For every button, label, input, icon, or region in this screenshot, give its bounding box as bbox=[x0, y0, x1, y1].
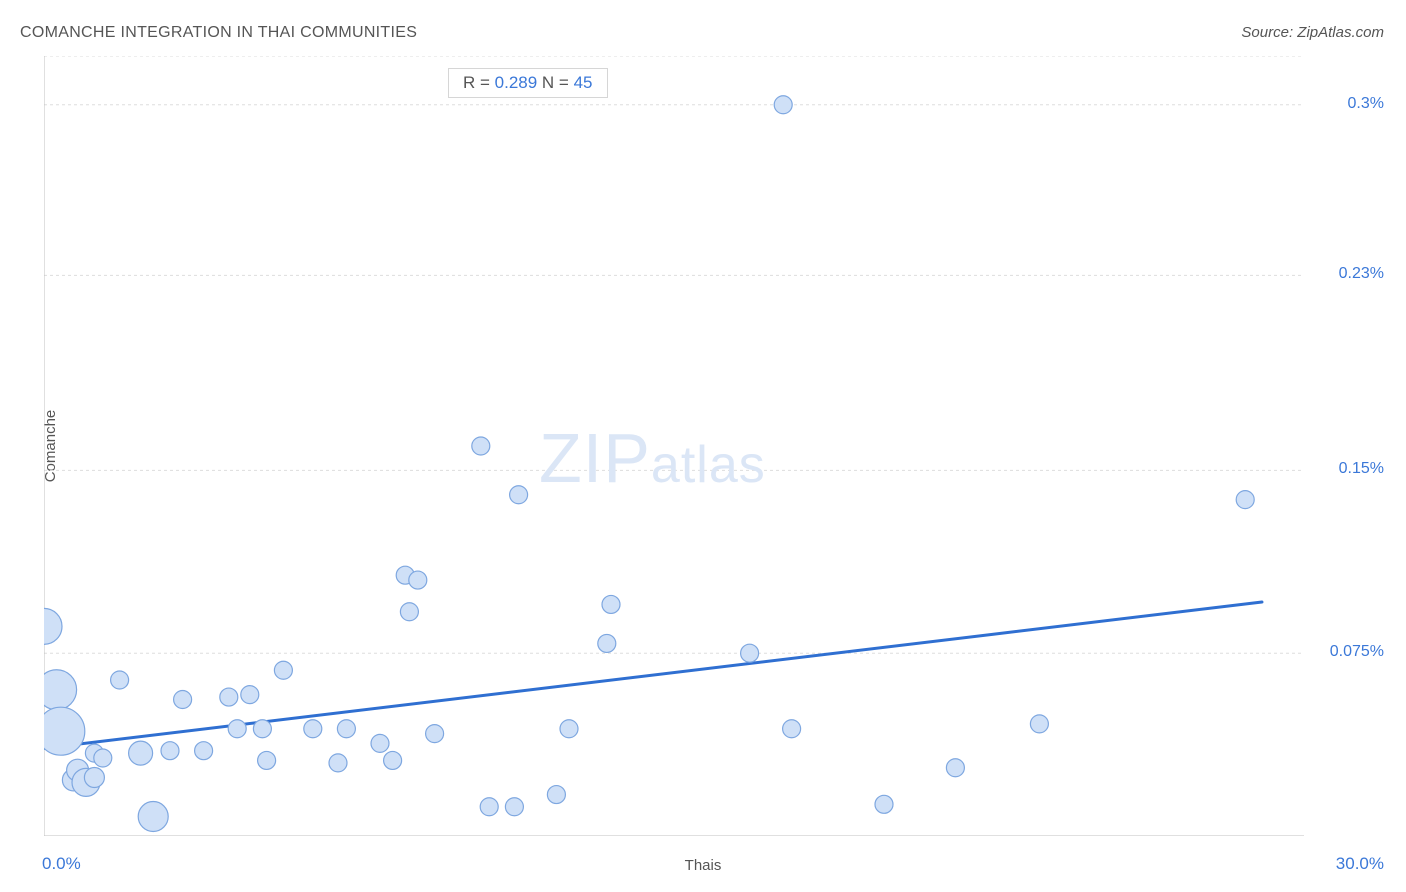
stats-box: R = 0.289 N = 45 bbox=[448, 68, 608, 98]
y-tick-label: 0.23% bbox=[1339, 265, 1384, 283]
chart-title: COMANCHE INTEGRATION IN THAI COMMUNITIES bbox=[20, 24, 417, 42]
stats-r-value: 0.289 bbox=[495, 73, 538, 92]
y-tick-label: 0.075% bbox=[1330, 643, 1384, 661]
source-attribution: Source: ZipAtlas.com bbox=[1241, 24, 1384, 41]
y-tick-label: 0.3% bbox=[1348, 95, 1384, 113]
y-tick-label: 0.15% bbox=[1339, 460, 1384, 478]
stats-r-label: R = bbox=[463, 73, 495, 92]
source-value: ZipAtlas.com bbox=[1297, 24, 1384, 41]
x-axis-max-label: 30.0% bbox=[1336, 854, 1384, 874]
x-axis-min-label: 0.0% bbox=[42, 854, 81, 874]
stats-n-label: N = bbox=[537, 73, 573, 92]
source-prefix: Source: bbox=[1241, 24, 1297, 41]
scatter-plot bbox=[44, 56, 1304, 836]
x-axis-label: Thais bbox=[685, 857, 722, 874]
chart-container: COMANCHE INTEGRATION IN THAI COMMUNITIES… bbox=[0, 0, 1406, 892]
stats-n-value: 45 bbox=[574, 73, 593, 92]
